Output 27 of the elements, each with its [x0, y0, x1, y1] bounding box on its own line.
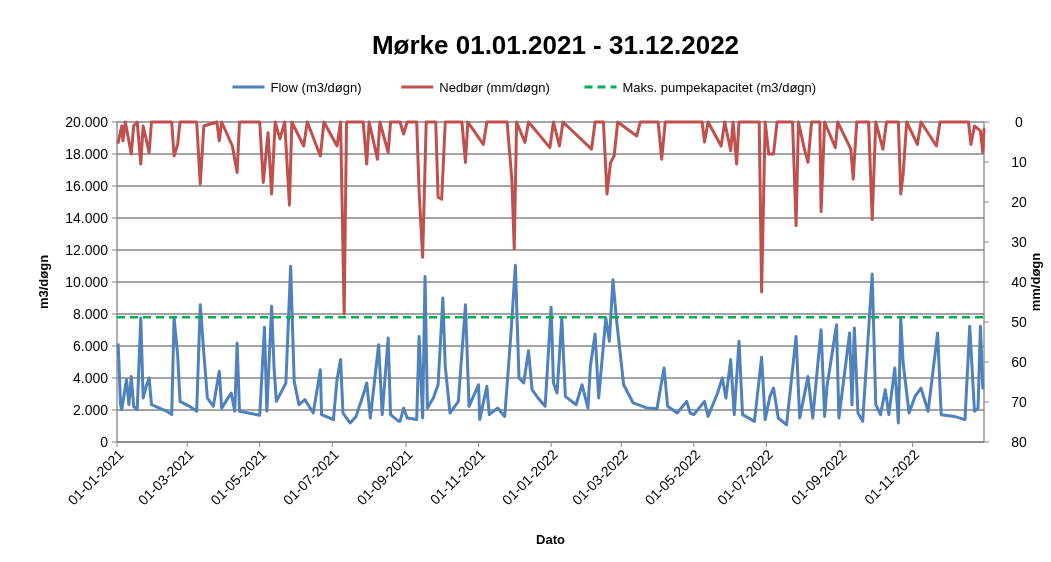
y2-tick-label: 70 [1011, 393, 1027, 410]
y-tick-label: 0 [100, 433, 109, 450]
x-axis-title: Dato [536, 532, 565, 547]
y-axis-title: m3/døgn [36, 254, 51, 310]
y2-tick-label: 40 [1011, 273, 1027, 290]
y2-axis-title: mm/døgn [1028, 252, 1043, 312]
y-tick-label: 12.000 [65, 241, 109, 258]
y2-tick-label: 0 [1015, 113, 1024, 130]
y-tick-label: 10.000 [65, 273, 109, 290]
y2-tick-label: 80 [1011, 433, 1027, 450]
y-tick-label: 20.000 [65, 113, 109, 130]
legend-label: Nedbør (mm/døgn) [439, 79, 550, 95]
y-tick-label: 8.000 [72, 305, 109, 322]
chart-title: Mørke 01.01.2021 - 31.12.2022 [371, 30, 740, 60]
y2-tick-label: 30 [1011, 233, 1027, 250]
y2-tick-label: 50 [1011, 313, 1027, 330]
y-tick-label: 4.000 [72, 369, 109, 386]
y2-tick-label: 20 [1011, 193, 1027, 210]
y-tick-label: 18.000 [65, 145, 109, 162]
y-tick-label: 16.000 [65, 177, 109, 194]
legend-label: Flow (m3/døgn) [270, 79, 362, 95]
y2-tick-label: 10 [1011, 153, 1027, 170]
legend-label: Maks. pumpekapacitet (m3/døgn) [622, 79, 817, 95]
y-tick-label: 2.000 [72, 401, 109, 418]
y-tick-label: 14.000 [65, 209, 109, 226]
y2-tick-label: 60 [1011, 353, 1027, 370]
y-tick-label: 6.000 [72, 337, 109, 354]
